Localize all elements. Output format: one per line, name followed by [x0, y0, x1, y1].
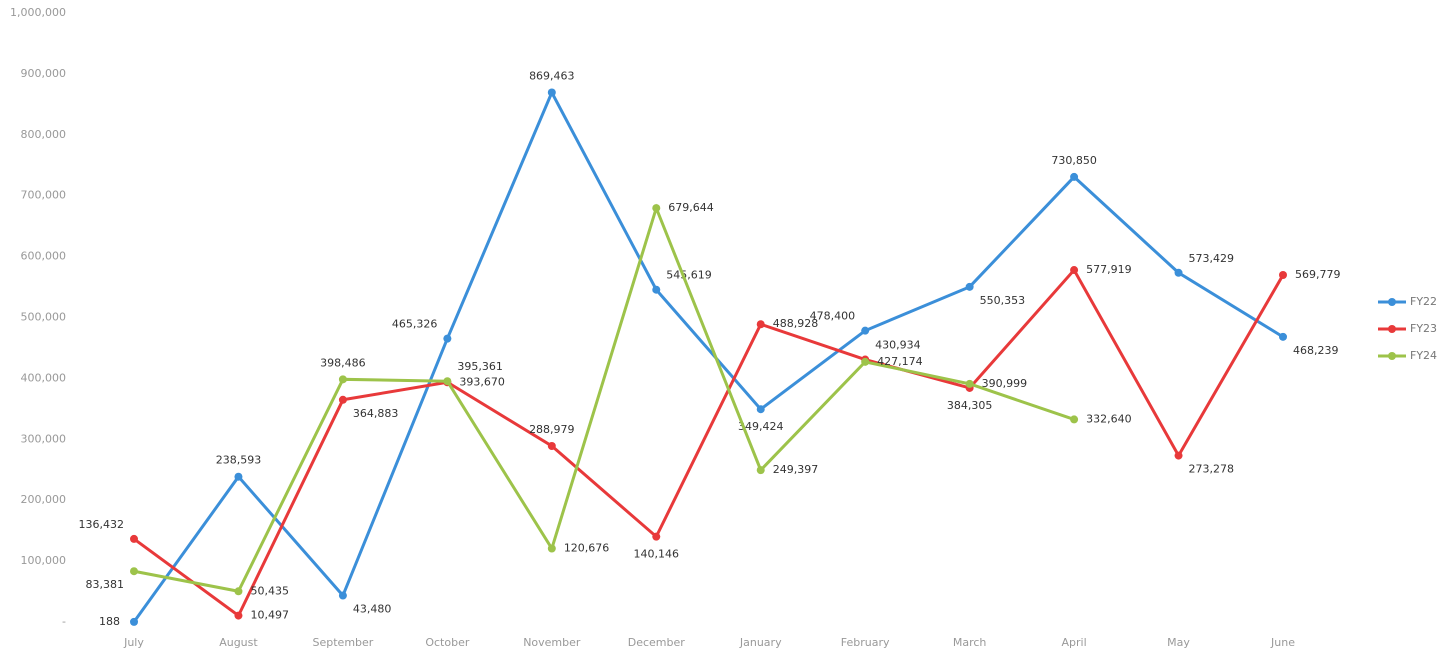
data-label: 140,146	[634, 548, 680, 561]
data-point	[234, 587, 243, 596]
data-label: 465,326	[392, 318, 438, 331]
data-point	[1070, 415, 1079, 424]
data-label: 120,676	[564, 542, 610, 555]
data-point	[338, 395, 347, 404]
data-point	[652, 285, 661, 294]
data-point	[130, 567, 138, 576]
x-tick-label: September	[313, 636, 374, 649]
data-label: 83,381	[86, 578, 125, 591]
data-point	[443, 334, 452, 343]
data-label: 273,278	[1189, 463, 1235, 476]
data-point	[1174, 268, 1183, 277]
legend-marker	[1388, 298, 1396, 306]
x-tick-label: February	[841, 636, 890, 649]
y-tick-label: 100,000	[21, 554, 67, 567]
x-tick-label: August	[219, 636, 258, 649]
data-point	[234, 472, 243, 481]
data-point	[965, 282, 974, 291]
data-label: 238,593	[216, 454, 262, 467]
data-point	[130, 534, 138, 543]
data-label: 349,424	[738, 420, 784, 433]
data-label: 10,497	[250, 609, 288, 622]
data-point	[652, 532, 661, 541]
legend-label: FY23	[1410, 322, 1437, 335]
data-point	[1070, 266, 1079, 275]
data-label: 384,305	[947, 399, 993, 412]
series-line	[132, 89, 1284, 623]
data-point	[1174, 451, 1183, 460]
x-tick-label: July	[123, 636, 144, 649]
data-label: 393,670	[459, 375, 505, 388]
data-point	[547, 544, 556, 553]
data-label: 569,779	[1295, 268, 1341, 281]
data-point	[756, 405, 765, 414]
y-tick-label: 700,000	[21, 189, 67, 202]
series-line	[133, 267, 1285, 618]
data-point	[1279, 271, 1287, 280]
x-tick-label: May	[1167, 636, 1190, 649]
data-label: 136,432	[79, 518, 125, 531]
legend-marker	[1388, 325, 1396, 333]
data-label: 550,353	[980, 294, 1026, 307]
data-label: 395,361	[457, 360, 503, 373]
data-label: 188	[99, 615, 120, 628]
y-tick-label: 1,000,000	[10, 6, 66, 19]
data-label: 730,850	[1051, 154, 1097, 167]
data-label: 390,999	[982, 377, 1028, 390]
y-tick-label: 900,000	[21, 67, 67, 80]
data-point	[861, 326, 870, 335]
legend-marker	[1388, 352, 1396, 360]
data-label: 50,435	[250, 584, 288, 597]
data-label: 364,883	[353, 407, 399, 420]
data-point	[756, 320, 765, 329]
y-tick-label: 400,000	[21, 371, 67, 384]
data-point	[1279, 332, 1287, 341]
data-point	[861, 357, 870, 366]
data-point	[652, 204, 661, 213]
data-point	[1070, 172, 1079, 181]
data-label: 545,619	[666, 269, 712, 282]
x-tick-label: April	[1062, 636, 1087, 649]
data-point	[338, 591, 347, 600]
y-tick-label: 800,000	[21, 128, 67, 141]
data-point	[443, 377, 452, 386]
data-label: 573,429	[1189, 252, 1235, 265]
data-point	[130, 617, 138, 626]
legend-label: FY22	[1410, 295, 1437, 308]
data-point	[756, 466, 765, 475]
data-point	[547, 88, 556, 97]
data-point	[965, 379, 974, 388]
data-point	[234, 611, 243, 620]
data-label: 488,928	[773, 317, 819, 330]
x-tick-label: June	[1270, 636, 1295, 649]
data-label: 398,486	[320, 356, 366, 369]
data-label: 869,463	[529, 69, 575, 82]
y-tick-label: 600,000	[21, 250, 67, 263]
y-tick-label: 500,000	[21, 311, 67, 324]
x-tick-label: January	[739, 636, 782, 649]
data-label: 43,480	[353, 603, 392, 616]
x-tick-label: March	[953, 636, 987, 649]
y-tick-label: 300,000	[21, 432, 67, 445]
x-tick-label: November	[523, 636, 581, 649]
data-label: 288,979	[529, 423, 575, 436]
data-label: 679,644	[668, 201, 714, 214]
x-tick-label: December	[628, 636, 686, 649]
data-label: 468,239	[1293, 344, 1339, 357]
data-label: 249,397	[773, 463, 819, 476]
data-label: 427,174	[877, 355, 923, 368]
data-label: 332,640	[1086, 412, 1132, 425]
y-tick-label: 200,000	[21, 493, 67, 506]
data-label: 478,400	[810, 310, 856, 323]
series-line	[133, 203, 1075, 593]
y-tick-label: -	[62, 615, 66, 628]
data-point	[338, 375, 347, 384]
data-label: 430,934	[875, 339, 921, 352]
data-label: 577,919	[1086, 263, 1132, 276]
x-tick-label: October	[425, 636, 469, 649]
legend-label: FY24	[1410, 349, 1437, 362]
data-point	[547, 442, 556, 451]
